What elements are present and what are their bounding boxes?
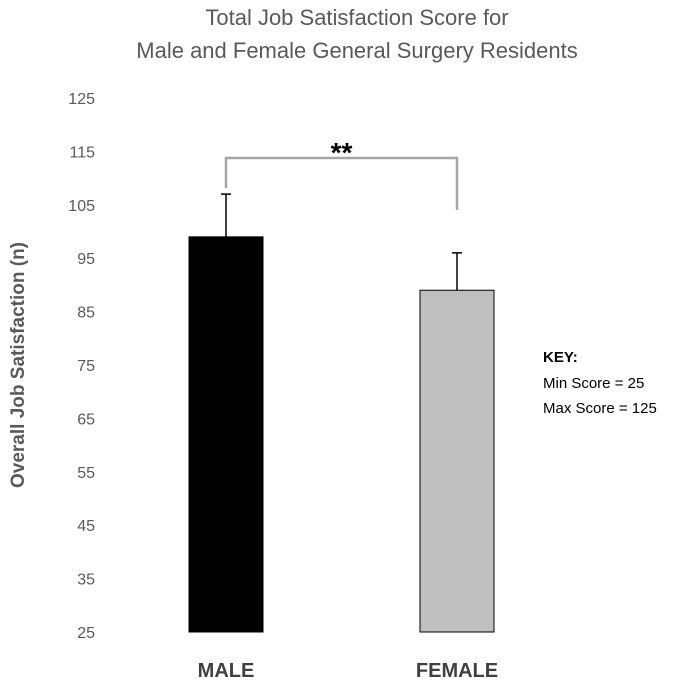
x-category-label: FEMALE bbox=[416, 660, 498, 682]
bar-female bbox=[419, 289, 495, 633]
key-min-score: Min Score = 25 bbox=[543, 375, 644, 392]
y-tick-label: 105 bbox=[68, 198, 95, 215]
y-tick-label: 35 bbox=[77, 572, 95, 589]
key-box: KEY: Min Score = 25 Max Score = 125 bbox=[543, 349, 657, 417]
y-tick-label: 75 bbox=[77, 358, 95, 375]
key-title: KEY: bbox=[543, 349, 578, 366]
y-tick-label: 95 bbox=[77, 251, 95, 268]
x-axis-categories: MALE FEMALE bbox=[198, 660, 498, 682]
error-bars bbox=[221, 193, 462, 291]
y-tick-label: 115 bbox=[69, 144, 95, 161]
y-tick-label: 85 bbox=[77, 305, 95, 322]
y-tick-label: 65 bbox=[77, 411, 95, 428]
bars bbox=[188, 236, 495, 633]
significance-bracket-line bbox=[224, 156, 459, 210]
bar-male bbox=[188, 236, 264, 633]
significance-bracket: ** bbox=[224, 137, 459, 210]
y-tick-label: 25 bbox=[77, 625, 95, 642]
chart-title: Total Job Satisfaction Score for Male an… bbox=[136, 5, 577, 63]
y-tick-label: 125 bbox=[68, 91, 95, 108]
significance-marker: ** bbox=[331, 137, 353, 168]
key-max-score: Max Score = 125 bbox=[543, 400, 657, 417]
chart-title-line-1: Total Job Satisfaction Score for bbox=[205, 5, 508, 30]
y-tick-label: 45 bbox=[77, 518, 95, 535]
y-axis-label: Overall Job Satisfaction (n) bbox=[8, 242, 29, 488]
y-tick-label: 55 bbox=[77, 465, 95, 482]
chart-title-line-2: Male and Female General Surgery Resident… bbox=[136, 38, 577, 63]
x-category-label: MALE bbox=[198, 660, 255, 682]
y-axis-ticks: 25 35 45 55 65 75 85 95 105 115 125 bbox=[68, 91, 95, 642]
